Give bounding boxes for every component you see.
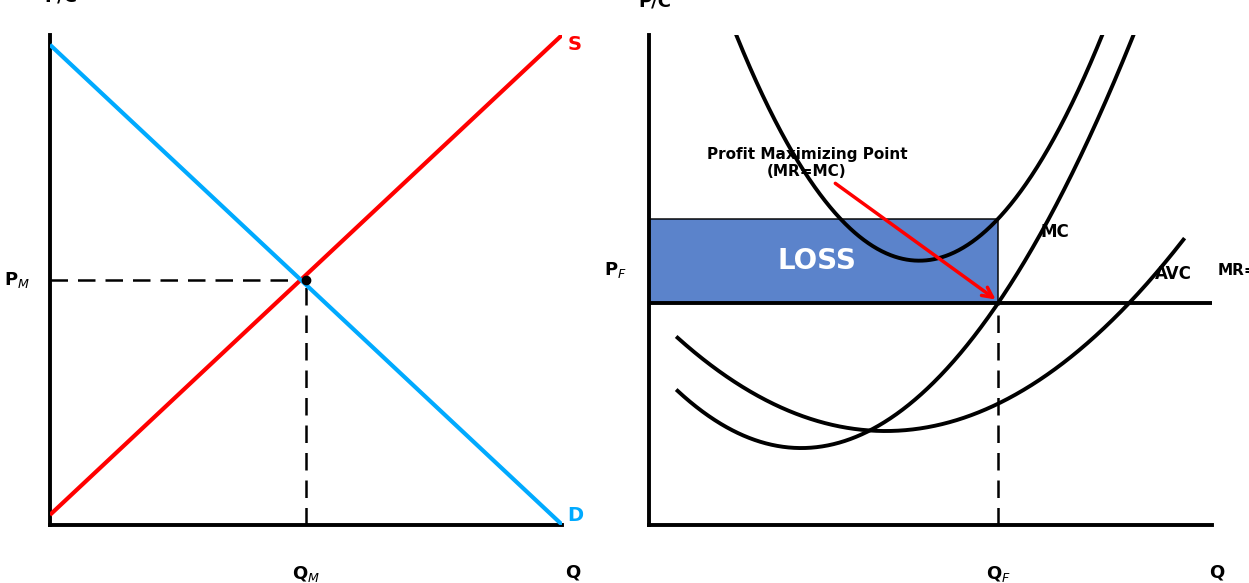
Text: AVC: AVC [1155, 265, 1193, 283]
Text: MR=D: MR=D [1217, 262, 1249, 278]
Text: Profit Maximizing Point
(MR=MC): Profit Maximizing Point (MR=MC) [707, 146, 993, 297]
Text: Q: Q [1209, 564, 1225, 582]
Text: P/C: P/C [638, 0, 671, 10]
Text: P$_F$: P$_F$ [605, 260, 627, 280]
Bar [649, 219, 998, 303]
Text: D: D [567, 505, 583, 525]
Text: P$_M$: P$_M$ [4, 270, 30, 290]
Text: Q$_M$: Q$_M$ [292, 564, 320, 583]
Text: Q$_F$: Q$_F$ [985, 564, 1010, 583]
Text: Q: Q [565, 564, 580, 582]
Text: LOSS: LOSS [777, 247, 856, 275]
Text: P/C: P/C [45, 0, 77, 6]
Text: S: S [567, 35, 581, 54]
Text: MC: MC [1040, 223, 1069, 241]
